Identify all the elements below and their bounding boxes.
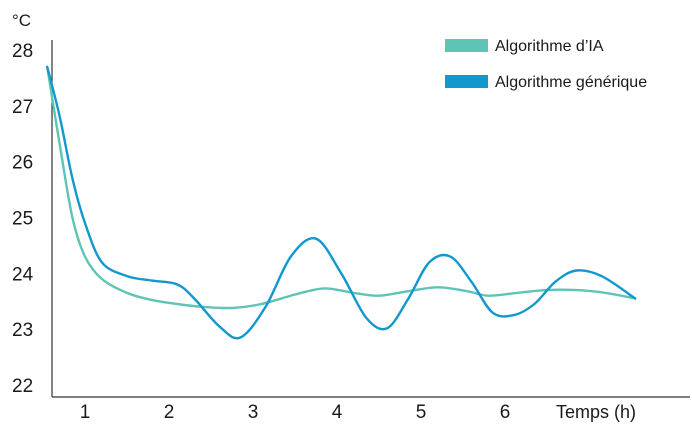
series-line-ia <box>46 65 637 310</box>
x-axis-label: Temps (h) <box>556 402 636 422</box>
y-tick-label-28: 28 <box>12 41 33 62</box>
y-tick-label-24: 24 <box>12 264 34 285</box>
y-unit-label: °C <box>12 11 31 30</box>
x-tick-label-6: 6 <box>500 402 511 423</box>
x-tick-label-3: 3 <box>248 402 259 423</box>
legend-swatch-generique <box>445 75 488 88</box>
x-tick-label-1: 1 <box>80 402 91 423</box>
legend-label-generique: Algorithme générique <box>495 74 647 91</box>
x-tick-label-4: 4 <box>332 402 343 423</box>
y-tick-label-27: 27 <box>12 97 33 118</box>
y-tick-label-25: 25 <box>12 209 33 230</box>
legend-swatch-ia <box>445 39 488 52</box>
series-line-generique <box>46 65 637 340</box>
y-tick-label-23: 23 <box>12 320 33 341</box>
x-tick-label-2: 2 <box>164 402 175 423</box>
y-tick-label-26: 26 <box>12 153 33 174</box>
legend-label-ia: Algorithme d’IA <box>495 38 604 55</box>
y-tick-label-22: 22 <box>12 376 33 397</box>
x-tick-label-5: 5 <box>416 402 427 423</box>
